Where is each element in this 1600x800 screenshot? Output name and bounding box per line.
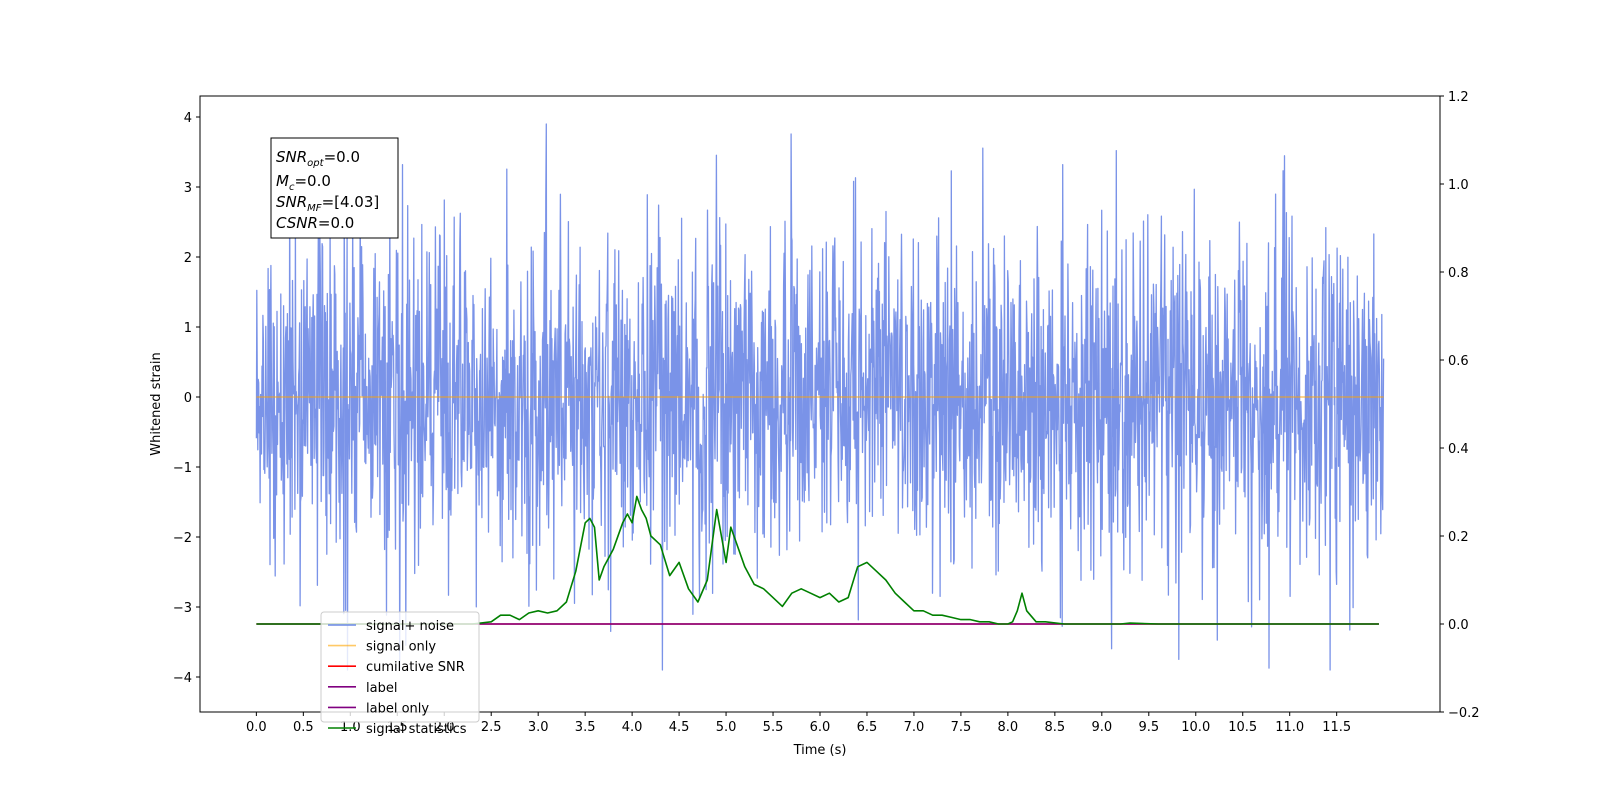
x-axis: 0.0 0.5 1.0 1.5 2.0 2.5 3.0 3.5 4.0 4.5 5.0 5.5 6.0 6… xyxy=(246,712,1351,735)
annotation-csnr: CSNR=0.0 xyxy=(276,214,354,232)
y-right-tick-label: 0.0 xyxy=(1448,618,1469,633)
y-left-tick-label: −2 xyxy=(173,531,192,546)
x-tick-label: 0.5 xyxy=(293,720,314,735)
series-line-5 xyxy=(256,495,1379,625)
x-tick-label: 5.5 xyxy=(763,720,784,735)
annotation-box: SNRopt=0.0 Mc=0.0 SNRMF=[4.03] CSNR=0.0 xyxy=(270,137,399,239)
y-left-tick-label: −4 xyxy=(173,671,192,686)
y-axis-left: −4 −3 −2 −1 0 1 2 3 4 xyxy=(173,111,200,686)
annotation-snr-opt: SNRopt=0.0 xyxy=(276,148,360,169)
legend: signal+ noise signal only cumilative SNR la… xyxy=(320,611,480,737)
legend-label: cumilative SNR xyxy=(366,660,465,675)
x-tick-label: 10.0 xyxy=(1181,720,1210,735)
x-tick-label: 9.5 xyxy=(1138,720,1159,735)
legend-frame xyxy=(320,611,480,723)
x-tick-label: 7.5 xyxy=(951,720,972,735)
x-tick-label: 1.5 xyxy=(387,720,408,735)
y-right-tick-label: −0.2 xyxy=(1448,706,1480,721)
x-tick-label: 2.0 xyxy=(434,720,455,735)
y-right-tick-label: 1.2 xyxy=(1448,90,1469,105)
x-tick-label: 10.5 xyxy=(1228,720,1257,735)
y-right-tick-label: 1.0 xyxy=(1448,178,1469,193)
y-left-tick-label: 2 xyxy=(184,251,192,266)
x-tick-label: 8.5 xyxy=(1045,720,1066,735)
y-right-tick-label: 0.4 xyxy=(1448,442,1469,457)
y-left-tick-label: 0 xyxy=(184,391,192,406)
x-tick-label: 0.0 xyxy=(246,720,267,735)
annotation-snr-mf: SNRMF=[4.03] xyxy=(276,193,379,214)
x-tick-label: 2.5 xyxy=(481,720,502,735)
x-axis-label: Time (s) xyxy=(793,743,847,758)
legend-label: label xyxy=(366,681,397,696)
legend-label: signal+ noise xyxy=(366,619,454,634)
series-line-0 xyxy=(255,123,1385,671)
annotation-frame xyxy=(270,137,399,239)
y-left-tick-label: 3 xyxy=(184,181,192,196)
y-left-tick-label: 4 xyxy=(184,111,192,126)
x-tick-label: 6.0 xyxy=(810,720,831,735)
x-tick-label: 6.5 xyxy=(857,720,878,735)
y-axis-right: −0.2 0.0 0.2 0.4 0.6 0.8 1.0 1.2 xyxy=(1440,90,1480,721)
legend-label: label only xyxy=(366,701,429,716)
legend-label: signal statistics xyxy=(366,722,467,737)
x-tick-label: 8.0 xyxy=(998,720,1019,735)
x-tick-label: 5.0 xyxy=(716,720,737,735)
y-left-tick-label: 1 xyxy=(184,321,192,336)
y-left-tick-label: −1 xyxy=(173,461,192,476)
legend-label: signal only xyxy=(366,640,436,655)
x-tick-label: 3.5 xyxy=(575,720,596,735)
x-tick-label: 4.5 xyxy=(669,720,690,735)
annotation-mc: Mc=0.0 xyxy=(276,172,331,193)
y-right-tick-label: 0.6 xyxy=(1448,354,1469,369)
x-tick-label: 11.5 xyxy=(1322,720,1351,735)
x-tick-label: 4.0 xyxy=(622,720,643,735)
y-axis-label: Whitened strain xyxy=(149,352,164,455)
y-left-tick-label: −3 xyxy=(173,601,192,616)
x-tick-label: 9.0 xyxy=(1091,720,1112,735)
x-tick-label: 7.0 xyxy=(904,720,925,735)
y-right-tick-label: 0.8 xyxy=(1448,266,1469,281)
x-tick-label: 3.0 xyxy=(528,720,549,735)
y-right-tick-label: 0.2 xyxy=(1448,530,1469,545)
x-tick-label: 11.0 xyxy=(1275,720,1304,735)
